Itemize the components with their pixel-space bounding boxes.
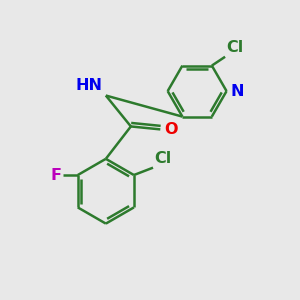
Text: Cl: Cl xyxy=(154,151,172,166)
Text: O: O xyxy=(164,122,177,137)
Text: N: N xyxy=(231,84,244,99)
Text: Cl: Cl xyxy=(226,40,244,55)
Text: F: F xyxy=(51,167,62,182)
Text: HN: HN xyxy=(75,78,102,93)
